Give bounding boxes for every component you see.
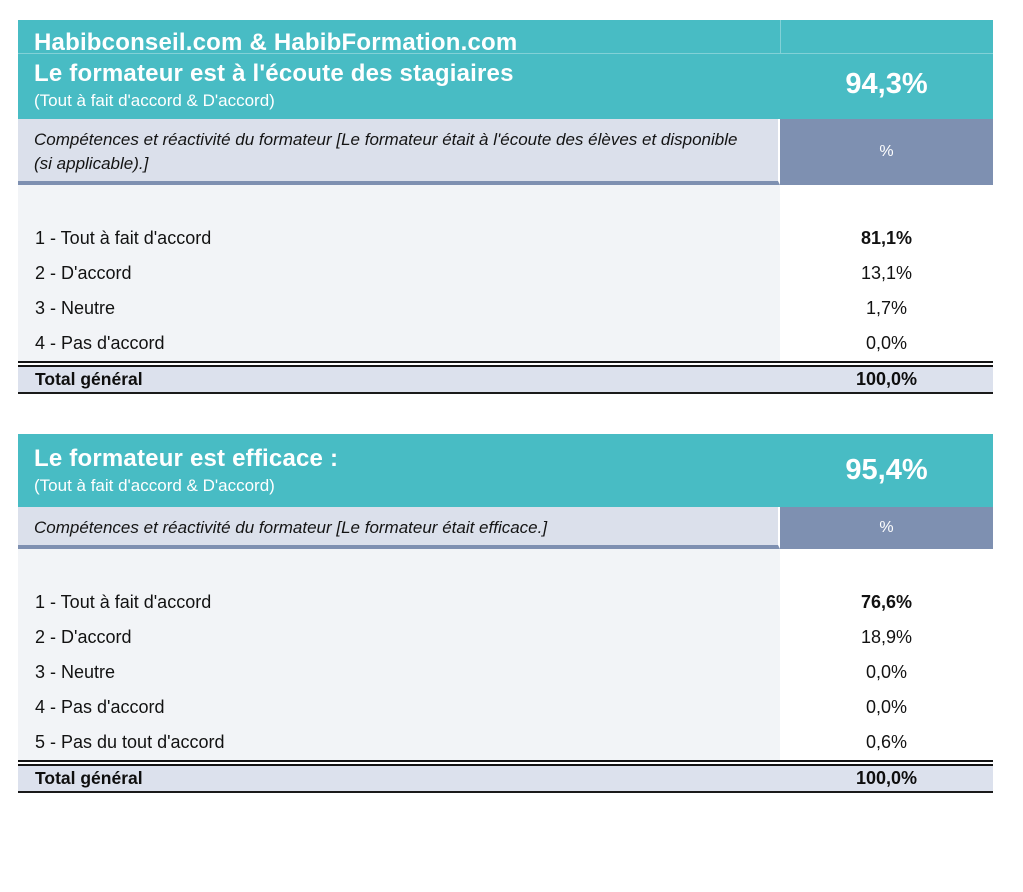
survey-report: Habibconseil.com & HabibFormation.com Le… <box>18 20 993 793</box>
answer-label: 4 - Pas d'accord <box>35 697 165 717</box>
table-row: 2 - D'accord 18,9% <box>18 620 993 655</box>
total-label: Total général <box>35 369 143 389</box>
answer-percentage: 0,0% <box>865 697 908 717</box>
agreement-note: (Tout à fait d'accord & D'accord) <box>34 91 275 110</box>
table-row: 4 - Pas d'accord 0,0% <box>18 326 993 361</box>
answer-label: 2 - D'accord <box>35 263 132 283</box>
total-label: Total général <box>35 768 143 788</box>
answer-percentage: 0,6% <box>865 732 908 752</box>
question-row: Compétences et réactivité du formateur [… <box>18 119 993 185</box>
total-value: 100,0% <box>855 768 918 788</box>
question-row: Compétences et réactivité du formateur [… <box>18 507 993 549</box>
total-value: 100,0% <box>855 369 918 389</box>
total-row: Total général 100,0% <box>18 766 993 793</box>
total-separator <box>18 760 993 766</box>
site-title: Habibconseil.com & HabibFormation.com <box>34 29 518 56</box>
table-header: Habibconseil.com & HabibFormation.com Le… <box>18 20 993 119</box>
table-row: 1 - Tout à fait d'accord 81,1% <box>18 221 993 256</box>
question-title: Le formateur est à l'écoute des stagiair… <box>34 60 514 87</box>
header-column-divider <box>780 20 781 53</box>
answer-percentage: 76,6% <box>860 592 913 612</box>
total-separator <box>18 361 993 367</box>
table-row: 5 - Pas du tout d'accord 0,6% <box>18 725 993 760</box>
header-titles: Habibconseil.com & HabibFormation.com Le… <box>18 20 780 119</box>
answer-percentage: 0,0% <box>865 662 908 682</box>
answer-label: 3 - Neutre <box>35 298 116 318</box>
table-row: 2 - D'accord 13,1% <box>18 256 993 291</box>
question-text: Compétences et réactivité du formateur [… <box>18 119 780 185</box>
table-row: 3 - Neutre 1,7% <box>18 291 993 326</box>
score-value: 94,3% <box>845 68 928 100</box>
answer-label: 5 - Pas du tout d'accord <box>35 732 225 752</box>
total-row: Total général 100,0% <box>18 367 993 394</box>
answer-percentage: 0,0% <box>865 333 908 353</box>
agreement-note: (Tout à fait d'accord & D'accord) <box>34 476 275 495</box>
question-title: Le formateur est efficace : <box>34 445 339 472</box>
header-divider-line <box>18 53 993 54</box>
table-row: 1 - Tout à fait d'accord 76,6% <box>18 585 993 620</box>
survey-table-efficace: Le formateur est efficace : (Tout à fait… <box>18 434 993 793</box>
answer-label: 1 - Tout à fait d'accord <box>35 228 212 248</box>
answer-label: 1 - Tout à fait d'accord <box>35 592 212 612</box>
table-row: 4 - Pas d'accord 0,0% <box>18 690 993 725</box>
table-header: Le formateur est efficace : (Tout à fait… <box>18 434 993 507</box>
answer-percentage: 1,7% <box>865 298 908 318</box>
header-titles: Le formateur est efficace : (Tout à fait… <box>18 434 780 507</box>
answers-region: 1 - Tout à fait d'accord 81,1% 2 - D'accor… <box>18 185 993 361</box>
answer-percentage: 81,1% <box>860 228 913 248</box>
answer-label: 3 - Neutre <box>35 662 116 682</box>
percent-column-header: % <box>780 119 993 185</box>
table-row: 3 - Neutre 0,0% <box>18 655 993 690</box>
answer-percentage: 13,1% <box>860 263 913 283</box>
survey-table-ecoute: Habibconseil.com & HabibFormation.com Le… <box>18 20 993 394</box>
question-text: Compétences et réactivité du formateur [… <box>18 507 780 549</box>
answer-label: 4 - Pas d'accord <box>35 333 165 353</box>
table-gap <box>18 394 993 434</box>
answer-percentage: 18,9% <box>860 627 913 647</box>
answers-region: 1 - Tout à fait d'accord 76,6% 2 - D'accor… <box>18 549 993 760</box>
answer-label: 2 - D'accord <box>35 627 132 647</box>
score-value: 95,4% <box>845 454 928 486</box>
percent-column-header: % <box>780 507 993 549</box>
